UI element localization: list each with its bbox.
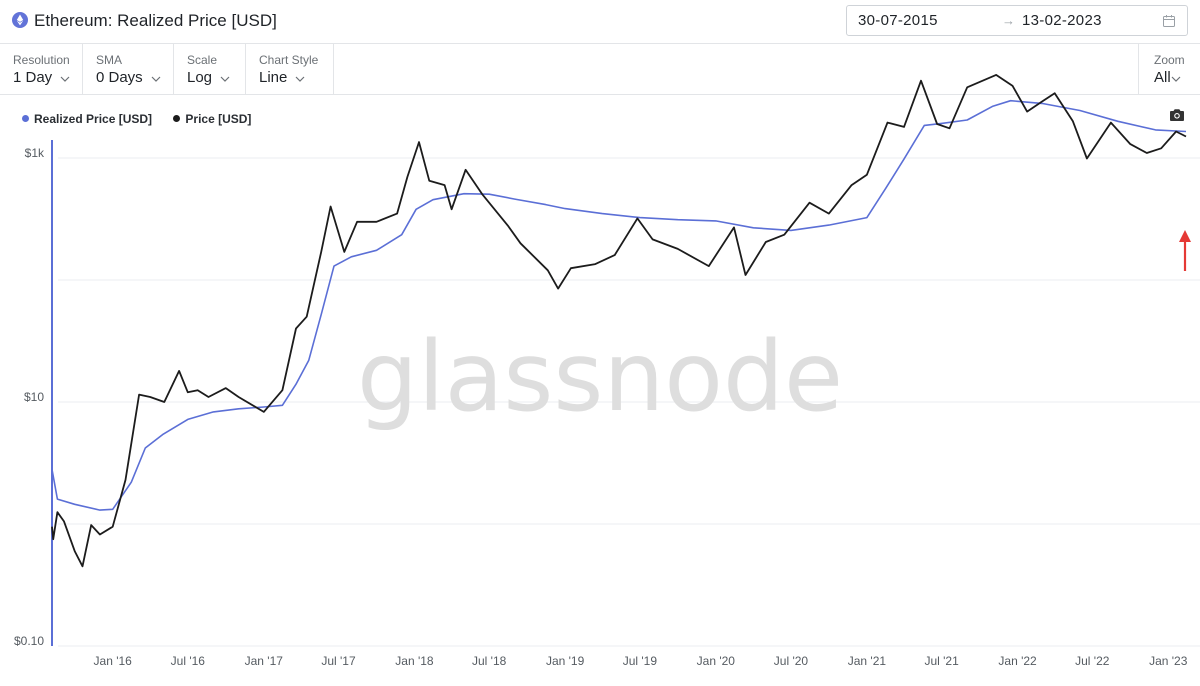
y-tick-label: $0.10 — [14, 634, 44, 648]
x-tick-label: Jul '16 — [171, 654, 206, 668]
resolution-dropdown[interactable]: Resolution 1 Day — [0, 44, 83, 94]
x-tick-label: Jul '20 — [774, 654, 809, 668]
page-title: Ethereum: Realized Price [USD] — [34, 11, 277, 30]
calendar-icon[interactable] — [1162, 14, 1176, 28]
x-tick-label: Jul '18 — [472, 654, 507, 668]
red-arrow-annotation — [1179, 230, 1191, 271]
date-end-input[interactable]: 13-02-2023 — [1022, 12, 1102, 29]
resolution-label: Resolution — [13, 53, 70, 67]
sma-dropdown[interactable]: SMA 0 Days — [83, 44, 174, 94]
legend-label: Price [USD] — [185, 112, 252, 126]
legend-item-price[interactable]: Price [USD] — [173, 112, 251, 126]
x-axis-ticks: Jan '16 Jul '16 Jan '17 Jul '17 Jan '18 Jul '… — [94, 654, 1188, 668]
sma-value[interactable]: 0 Days — [96, 69, 143, 86]
sma-label: SMA — [96, 53, 123, 67]
legend-dot — [22, 115, 29, 122]
watermark-logo: glassnode — [357, 321, 843, 433]
chart-toolbar: Resolution 1 Day SMA 0 Days Scale Log Ch… — [0, 44, 1200, 95]
legend-item-realized-price[interactable]: Realized Price [USD] — [22, 112, 152, 126]
x-tick-label: Jan '18 — [395, 654, 434, 668]
y-tick-label: $1k — [25, 146, 45, 160]
scale-value[interactable]: Log — [187, 69, 213, 86]
chevron-down-icon — [1171, 76, 1181, 82]
x-tick-label: Jul '21 — [924, 654, 959, 668]
x-tick-label: Jan '21 — [848, 654, 887, 668]
zoom-label: Zoom — [1154, 53, 1185, 67]
resolution-value[interactable]: 1 Day — [13, 69, 53, 86]
y-axis-ticks: $0.10 $10 $1k — [14, 146, 45, 648]
chart-style-dropdown[interactable]: Chart Style Line — [246, 44, 334, 94]
price-line[interactable] — [51, 74, 1187, 568]
legend-dot — [173, 115, 181, 122]
gridlines — [58, 157, 1200, 647]
series — [51, 74, 1187, 568]
scale-label: Scale — [187, 53, 218, 67]
x-tick-label: Jul '19 — [623, 654, 658, 668]
camera-icon[interactable] — [1169, 108, 1185, 122]
date-start-input[interactable]: 30-07-2015 — [858, 12, 938, 29]
realized-price-line[interactable] — [51, 99, 1187, 511]
date-range-arrow: → — [1002, 13, 1015, 28]
date-range-picker[interactable]: 30-07-2015 → 13-02-2023 — [846, 5, 1188, 36]
legend-label: Realized Price [USD] — [34, 112, 153, 126]
chevron-down-icon — [151, 76, 161, 82]
x-tick-label: Jan '22 — [998, 654, 1037, 668]
zoom-value[interactable]: All — [1154, 69, 1171, 86]
zoom-dropdown[interactable]: Zoom All — [1138, 44, 1200, 94]
chevron-down-icon — [295, 76, 305, 82]
chart-style-label: Chart Style — [259, 53, 319, 67]
chart-style-value[interactable]: Line — [259, 69, 288, 86]
x-tick-label: Jul '17 — [321, 654, 356, 668]
x-tick-label: Jan '19 — [546, 654, 585, 668]
x-tick-label: Jul '22 — [1075, 654, 1110, 668]
x-tick-label: Jan '17 — [245, 654, 284, 668]
x-tick-label: Jan '20 — [697, 654, 736, 668]
ethereum-icon — [12, 12, 28, 28]
y-tick-label: $10 — [24, 390, 44, 404]
chart-header: Ethereum: Realized Price [USD] 30-07-201… — [0, 0, 1200, 44]
chevron-down-icon — [220, 76, 230, 82]
x-tick-label: Jan '16 — [94, 654, 133, 668]
chart-legend: Realized Price [USD] Price [USD] — [22, 112, 269, 126]
scale-dropdown[interactable]: Scale Log — [174, 44, 246, 94]
x-tick-label: Jan '23 — [1149, 654, 1188, 668]
chevron-down-icon — [60, 76, 70, 82]
